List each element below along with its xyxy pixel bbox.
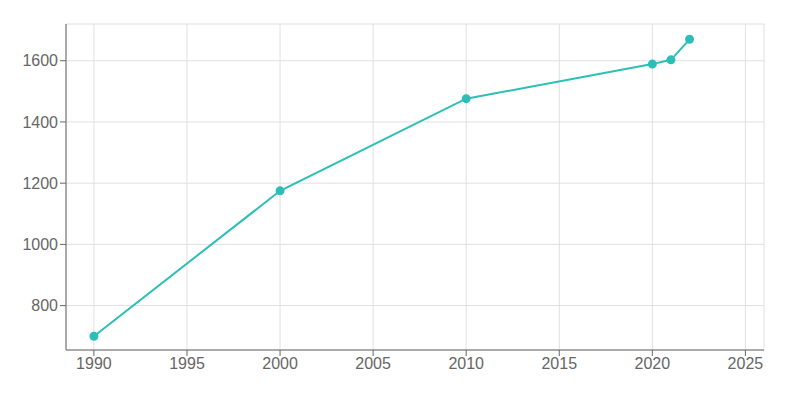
svg-text:2010: 2010 xyxy=(448,355,484,372)
svg-text:1200: 1200 xyxy=(22,175,58,192)
svg-text:2000: 2000 xyxy=(262,355,298,372)
svg-text:2025: 2025 xyxy=(728,355,764,372)
svg-text:2005: 2005 xyxy=(355,355,391,372)
svg-text:1995: 1995 xyxy=(169,355,205,372)
svg-text:2020: 2020 xyxy=(635,355,671,372)
svg-text:1600: 1600 xyxy=(22,52,58,69)
svg-text:800: 800 xyxy=(31,297,58,314)
svg-text:1000: 1000 xyxy=(22,236,58,253)
svg-text:1990: 1990 xyxy=(76,355,112,372)
svg-text:1400: 1400 xyxy=(22,114,58,131)
svg-text:2015: 2015 xyxy=(541,355,577,372)
